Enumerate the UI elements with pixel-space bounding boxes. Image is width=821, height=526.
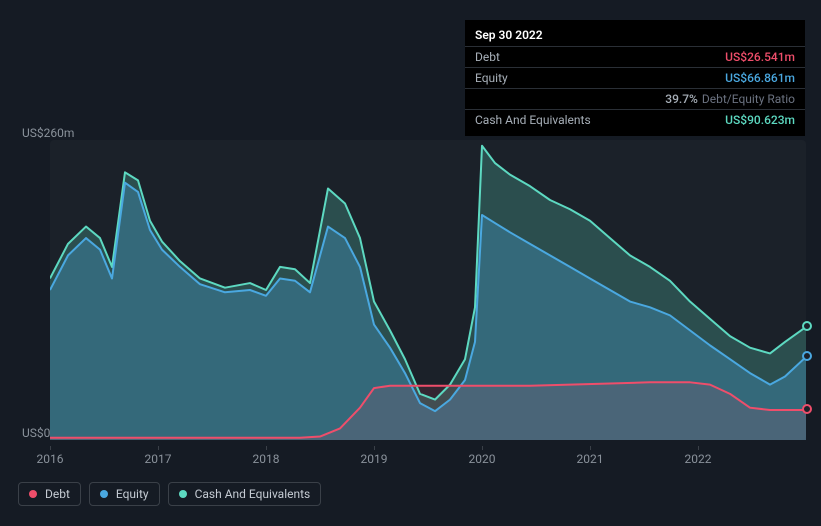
x-tick-label: 2017: [145, 452, 172, 466]
legend-dot: [100, 490, 108, 498]
x-axis: 2016201720182019202020212022: [50, 446, 806, 466]
x-tick-label: 2019: [361, 452, 388, 466]
legend-item-debt[interactable]: Debt: [18, 482, 81, 506]
tooltip-row-value: US$90.623m: [725, 113, 795, 127]
legend: Debt Equity Cash And Equivalents: [18, 482, 321, 506]
series-end-marker: [802, 404, 812, 414]
tooltip-row: Cash And EquivalentsUS$90.623m: [465, 109, 805, 130]
series-end-marker: [802, 351, 812, 361]
chart-plot-area[interactable]: [50, 140, 806, 440]
legend-dot: [29, 490, 37, 498]
tooltip-row: DebtUS$26.541m: [465, 46, 805, 67]
x-tick-line: [158, 446, 159, 450]
x-tick-line: [50, 446, 51, 450]
legend-label: Debt: [45, 487, 70, 501]
tooltip-row-value: US$26.541m: [725, 50, 795, 64]
y-axis-top-label: US$260m: [22, 126, 74, 140]
tooltip-row-value: US$66.861m: [725, 71, 795, 85]
tooltip-row: 39.7% Debt/Equity Ratio: [465, 88, 805, 109]
x-tick-line: [482, 446, 483, 450]
legend-dot: [179, 490, 187, 498]
x-tick-label: 2016: [37, 452, 64, 466]
x-tick-label: 2020: [469, 452, 496, 466]
series-end-marker: [802, 321, 812, 331]
tooltip-row-label: [475, 92, 665, 106]
legend-label: Cash And Equivalents: [195, 487, 311, 501]
tooltip-row-label: Debt: [475, 50, 725, 64]
x-tick-label: 2018: [253, 452, 280, 466]
tooltip-row-label: Equity: [475, 71, 725, 85]
x-tick-label: 2021: [577, 452, 604, 466]
tooltip-panel: Sep 30 2022 DebtUS$26.541mEquityUS$66.86…: [465, 20, 805, 136]
legend-item-equity[interactable]: Equity: [89, 482, 160, 506]
tooltip-date: Sep 30 2022: [465, 26, 805, 46]
tooltip-row: EquityUS$66.861m: [465, 67, 805, 88]
tooltip-row-extra: Debt/Equity Ratio: [702, 92, 795, 106]
legend-label: Equity: [116, 487, 149, 501]
x-tick-line: [698, 446, 699, 450]
tooltip-row-label: Cash And Equivalents: [475, 113, 725, 127]
legend-item-cash-and-equivalents[interactable]: Cash And Equivalents: [168, 482, 322, 506]
x-tick-line: [266, 446, 267, 450]
x-tick-line: [590, 446, 591, 450]
y-axis-bottom-label: US$0: [22, 426, 50, 440]
x-tick-line: [374, 446, 375, 450]
tooltip-row-value: 39.7%: [665, 92, 698, 106]
x-tick-label: 2022: [685, 452, 712, 466]
